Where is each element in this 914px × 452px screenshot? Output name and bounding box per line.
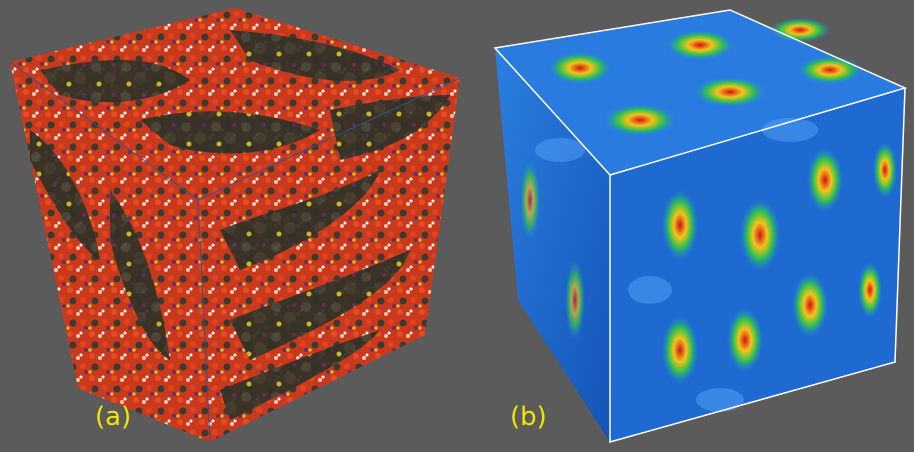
panel-label: (b) (510, 402, 547, 432)
panel-label: (a) (95, 402, 131, 432)
cube-b-hot-spots (520, 18, 897, 384)
cube-b-highlights (535, 118, 818, 412)
cube-b-left (495, 48, 610, 442)
cube-b-edges (609, 87, 906, 443)
cube-a (9, 8, 461, 443)
cube-b (493, 9, 908, 443)
cube-a-dark-domains (30, 30, 450, 420)
